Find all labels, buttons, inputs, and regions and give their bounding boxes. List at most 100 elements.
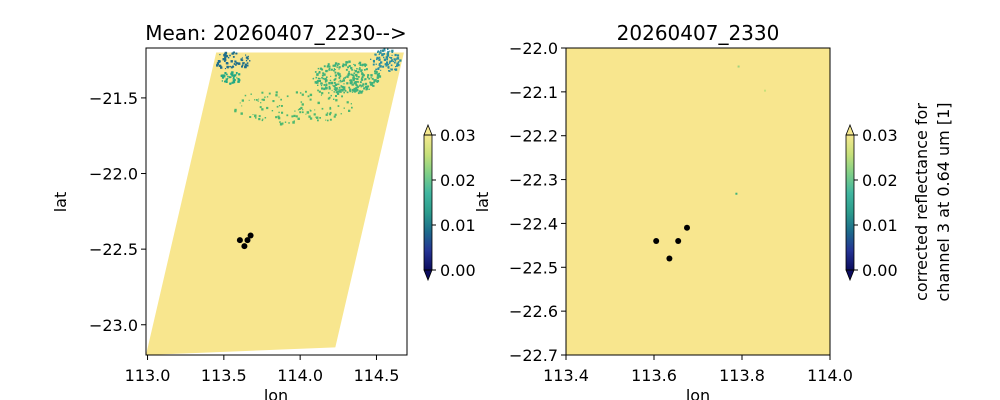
colorbar-tick-label: 0.02 [862,171,898,190]
reflectance-speck [735,192,738,195]
reflectance-speck [330,75,332,77]
reflectance-speck [312,78,314,80]
reflectance-speck [331,89,333,91]
reflectance-speck [295,115,298,118]
reflectance-speck [345,63,347,66]
reflectance-speck [293,114,296,117]
left-title: Mean: 20260407_2230--> [145,21,406,45]
reflectance-speck [317,67,320,70]
reflectance-speck [235,62,239,65]
reflectance-speck [399,59,402,62]
y-tick-label: −21.5 [89,89,138,108]
reflectance-speck [337,105,340,107]
reflectance-speck [259,106,262,109]
reflectance-speck [338,76,341,79]
reflectance-speck [301,103,304,106]
reflectance-speck [386,61,389,64]
reflectance-speck [357,76,360,78]
reflectance-speck [341,95,343,98]
reflectance-speck [390,68,393,71]
reflectance-speck [317,89,319,92]
reflectance-speck [371,82,374,85]
left-axes-frame [145,47,408,356]
reflectance-speck [343,77,345,79]
reflectance-speck [391,51,394,53]
y-tick-label: −22.2 [509,127,558,146]
reflectance-speck [340,85,343,87]
reflectance-speck [351,74,353,76]
reflectance-speck [374,72,376,75]
reflectance-speck [241,105,243,107]
reflectance-speck [331,69,333,71]
reflectance-speck [348,60,351,63]
reflectance-speck [260,102,262,104]
y-tick-label: −22.5 [509,258,558,277]
reflectance-speck [359,67,361,69]
reflectance-speck [275,94,278,97]
reflectance-speck [315,116,317,118]
reflectance-speck [379,51,382,54]
reflectance-speck [218,64,222,67]
reflectance-speck [321,74,324,77]
reflectance-speck [380,49,382,52]
reflectance-speck [391,49,394,52]
reflectance-speck [320,84,323,87]
reflectance-speck [341,64,345,68]
reflectance-speck [351,69,353,71]
reflectance-speck [325,86,327,88]
reflectance-speck [336,83,338,85]
reflectance-speck [235,72,238,74]
reflectance-speck [275,116,278,119]
reflectance-speck [230,76,232,78]
reflectance-speck [302,109,304,111]
reflectance-speck [359,81,362,84]
reflectance-speck [266,106,269,110]
reflectance-speck [233,63,236,65]
reflectance-speck [264,96,266,98]
reflectance-speck [227,57,230,59]
left-plot-area [146,48,404,355]
reflectance-speck [337,90,339,92]
reflectance-speck [376,58,378,61]
reflectance-speck [234,74,237,77]
reflectance-speck [233,78,235,80]
reflectance-speck [261,91,264,94]
reflectance-speck [258,118,261,121]
right-axes-frame [565,47,831,356]
reflectance-speck [363,79,365,81]
reflectance-speck [295,91,298,94]
reflectance-speck [355,84,358,87]
reflectance-speck [367,74,370,76]
reflectance-speck [361,85,363,87]
reflectance-speck [384,63,387,66]
reflectance-speck [338,90,341,93]
reflectance-speck [395,58,398,60]
reflectance-speck [321,92,324,95]
reflectance-speck [356,81,358,83]
reflectance-speck [325,86,328,90]
reflectance-speck [266,96,269,98]
reflectance-speck [334,89,337,92]
left-colorbar-extend-min [423,269,433,282]
reflectance-speck [350,80,353,83]
reflectance-speck [375,68,377,71]
reflectance-speck [396,54,400,57]
reflectance-speck [378,72,380,75]
reflectance-speck [322,72,325,75]
reflectance-speck [361,77,363,79]
reflectance-speck [338,68,340,70]
reflectance-speck [228,66,230,68]
reflectance-speck [377,50,380,52]
reflectance-speck [334,113,337,116]
reflectance-speck [335,95,337,97]
reflectance-speck [229,54,231,57]
reflectance-speck [353,72,356,75]
reflectance-speck [334,91,336,93]
reflectance-speck [238,79,241,82]
reflectance-speck [319,71,321,73]
right-y-ticks: −22.0 −22.1 −22.2 −22.3 −22.4 −22.5 −22.6 −22.7 [509,39,566,365]
reflectance-speck [333,68,335,70]
reflectance-speck [268,92,271,95]
reflectance-speck [361,69,363,71]
reflectance-speck [264,117,267,119]
